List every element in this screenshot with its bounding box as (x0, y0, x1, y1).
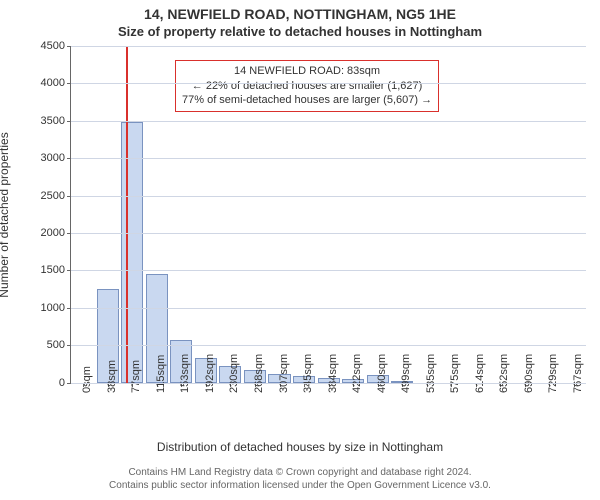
x-tick-label: 268sqm (253, 354, 265, 393)
x-tick-label: 230sqm (228, 354, 240, 393)
x-tick-label: 307sqm (278, 354, 290, 393)
x-tick-label: 767sqm (572, 354, 584, 393)
x-tick-label: 153sqm (179, 354, 191, 393)
reference-line (126, 46, 128, 383)
gridline (71, 121, 586, 122)
bar-slot: 767sqm (562, 46, 587, 383)
y-tick-label: 0 (59, 377, 71, 389)
y-tick-label: 3000 (41, 152, 71, 164)
x-tick-label: 422sqm (351, 354, 363, 393)
x-tick-label: 614sqm (474, 354, 486, 393)
annotation-box: 14 NEWFIELD ROAD: 83sqm ← 22% of detache… (175, 60, 439, 113)
y-tick-label: 3500 (41, 115, 71, 127)
chart-figure: 14, NEWFIELD ROAD, NOTTINGHAM, NG5 1HE S… (0, 0, 600, 500)
gridline (71, 83, 586, 84)
gridline (71, 345, 586, 346)
y-tick-label: 4500 (41, 40, 71, 52)
x-tick-label: 460sqm (376, 354, 388, 393)
x-tick-label: 38sqm (106, 360, 118, 393)
footer-line-1: Contains HM Land Registry data © Crown c… (8, 466, 592, 479)
annotation-line-1: 14 NEWFIELD ROAD: 83sqm (182, 64, 432, 79)
plot-area: 0sqm38sqm77sqm115sqm153sqm192sqm230sqm26… (70, 46, 586, 384)
title-line-2: Size of property relative to detached ho… (8, 24, 592, 40)
gridline (71, 196, 586, 197)
bar-slot: 575sqm (439, 46, 464, 383)
x-tick-label: 77sqm (130, 360, 142, 393)
x-tick-label: 535sqm (425, 354, 437, 393)
gridline (71, 158, 586, 159)
title-block: 14, NEWFIELD ROAD, NOTTINGHAM, NG5 1HE S… (8, 6, 592, 40)
y-tick-label: 2500 (41, 190, 71, 202)
annotation-line-3: 77% of semi-detached houses are larger (… (182, 93, 432, 108)
bar-slot: 38sqm (96, 46, 121, 383)
x-tick-label: 729sqm (547, 354, 559, 393)
x-tick-label: 384sqm (327, 354, 339, 393)
x-tick-label: 192sqm (204, 354, 216, 393)
annotation-line-2: ← 22% of detached houses are smaller (1,… (182, 79, 432, 94)
bar-slot: 77sqm (120, 46, 145, 383)
gridline (71, 383, 586, 384)
y-tick-label: 4000 (41, 77, 71, 89)
footer-attribution: Contains HM Land Registry data © Crown c… (8, 466, 592, 492)
bar-slot: 690sqm (513, 46, 538, 383)
chart-area: Number of detached properties 0sqm38sqm7… (8, 46, 592, 384)
bar-slot: 0sqm (71, 46, 96, 383)
gridline (71, 270, 586, 271)
gridline (71, 46, 586, 47)
x-tick-label: 0sqm (81, 366, 93, 393)
gridline (71, 308, 586, 309)
bar (121, 122, 143, 383)
y-tick-label: 1000 (41, 302, 71, 314)
x-tick-label: 575sqm (449, 354, 461, 393)
x-tick-label: 652sqm (498, 354, 510, 393)
bar-slot: 115sqm (145, 46, 170, 383)
x-tick-label: 499sqm (400, 354, 412, 393)
y-axis-label: Number of detached properties (0, 132, 11, 297)
gridline (71, 233, 586, 234)
x-tick-label: 690sqm (523, 354, 535, 393)
bar-slot: 614sqm (464, 46, 489, 383)
footer-line-2: Contains public sector information licen… (8, 479, 592, 492)
bar-slot: 729sqm (537, 46, 562, 383)
y-tick-label: 500 (47, 339, 71, 351)
x-axis-label: Distribution of detached houses by size … (8, 440, 592, 454)
bar-slot: 652sqm (488, 46, 513, 383)
y-tick-label: 1500 (41, 264, 71, 276)
x-tick-label: 115sqm (155, 354, 167, 392)
title-line-1: 14, NEWFIELD ROAD, NOTTINGHAM, NG5 1HE (8, 6, 592, 24)
x-tick-label: 345sqm (302, 354, 314, 393)
y-tick-label: 2000 (41, 227, 71, 239)
